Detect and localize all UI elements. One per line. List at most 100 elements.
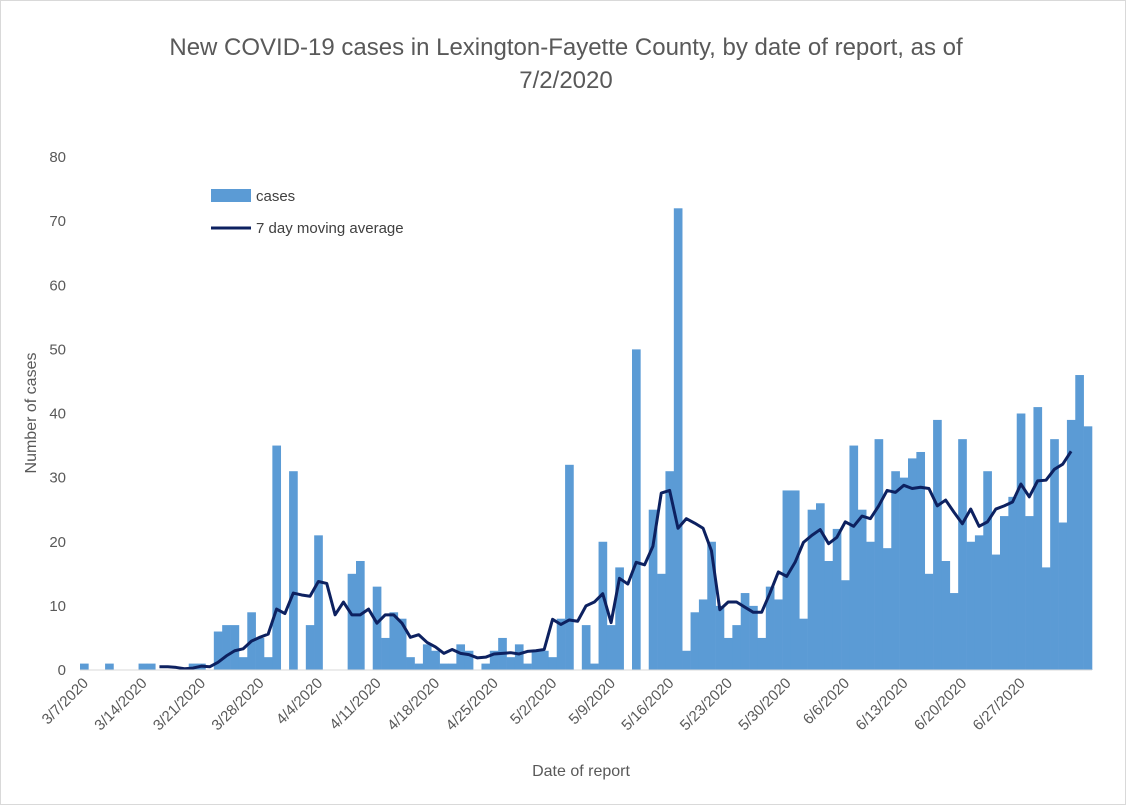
bar-cases	[774, 599, 783, 670]
bar-cases	[983, 471, 992, 670]
bar-cases	[146, 663, 156, 670]
x-axis-title: Date of report	[532, 763, 630, 780]
bar-cases	[1058, 522, 1068, 670]
bar-cases	[1000, 516, 1009, 670]
y-tick-label: 70	[49, 213, 66, 230]
bar-cases	[1016, 413, 1026, 670]
bar-cases	[314, 535, 323, 670]
bar-cases	[665, 471, 675, 670]
y-tick-label: 60	[49, 277, 66, 294]
bar-cases	[581, 625, 591, 670]
x-tick-label: 6/13/2020	[852, 675, 911, 734]
bar-cases	[615, 567, 624, 670]
moving-average-line	[159, 450, 1073, 671]
y-tick-label: 30	[49, 470, 66, 487]
bar-cases	[389, 612, 399, 670]
bar-cases	[690, 612, 700, 670]
bar-cases	[899, 477, 909, 671]
x-tick-label: 5/16/2020	[618, 675, 677, 734]
bar-cases	[598, 541, 608, 670]
bar-cases	[372, 586, 382, 670]
x-tick-label: 4/25/2020	[443, 675, 502, 734]
x-tick-label: 6/20/2020	[911, 675, 970, 734]
bar-cases	[724, 637, 733, 670]
bar-cases	[974, 535, 984, 670]
x-tick-label: 6/6/2020	[800, 675, 853, 728]
bar-cases	[757, 637, 767, 670]
legend-label-cases: cases	[256, 188, 295, 205]
x-tick-label: 4/18/2020	[384, 675, 443, 734]
bar-cases	[1066, 419, 1076, 670]
bar-cases	[230, 625, 240, 670]
x-tick-label: 6/27/2020	[970, 675, 1029, 734]
bar-cases	[908, 458, 917, 670]
bar-cases	[807, 509, 817, 670]
x-tick-label: 5/2/2020	[507, 675, 560, 728]
bar-cases	[523, 663, 532, 670]
bar-cases	[448, 663, 457, 670]
y-tick-label: 20	[49, 534, 66, 551]
y-tick-label: 80	[49, 149, 66, 166]
bar-cases	[648, 509, 658, 670]
bar-cases	[849, 445, 859, 670]
bar-cases	[866, 541, 875, 670]
legend-label-moving-average: 7 day moving average	[256, 220, 404, 237]
bar-cases	[397, 618, 407, 670]
bars-layer	[80, 208, 1093, 671]
bar-cases	[816, 503, 825, 670]
legend-swatch-cases	[211, 189, 251, 202]
bar-cases	[347, 573, 357, 670]
bar-cases	[1008, 496, 1018, 670]
bar-cases	[790, 490, 800, 670]
bar-cases	[138, 663, 148, 670]
x-tick-label: 3/21/2020	[150, 675, 209, 734]
bar-cases	[590, 663, 599, 670]
x-tick-label: 5/9/2020	[566, 675, 619, 728]
y-tick-label: 50	[49, 341, 66, 358]
bar-cases	[1083, 426, 1093, 670]
bar-cases	[732, 625, 742, 670]
bar-cases	[673, 208, 683, 671]
bar-cases	[422, 644, 432, 670]
bar-cases	[657, 573, 666, 670]
bar-cases	[406, 657, 415, 670]
bar-cases	[540, 650, 549, 670]
bar-cases	[824, 560, 834, 670]
x-tick-label: 4/11/2020	[326, 675, 384, 733]
bar-cases	[456, 644, 466, 670]
x-tick-label: 3/7/2020	[39, 675, 92, 728]
bar-cases	[238, 657, 248, 670]
x-tick-label: 5/30/2020	[735, 675, 794, 734]
bar-cases	[1041, 567, 1051, 670]
bar-cases	[715, 605, 725, 671]
bar-cases	[857, 509, 867, 670]
bar-cases	[105, 663, 114, 670]
bar-cases	[882, 548, 892, 670]
bar-cases	[933, 419, 942, 670]
bar-cases	[707, 541, 716, 670]
bar-cases	[264, 657, 273, 670]
bar-cases	[916, 451, 926, 670]
bar-cases	[740, 593, 750, 670]
x-tick-label: 5/23/2020	[677, 675, 736, 734]
bar-cases	[213, 631, 223, 670]
bar-cases	[1033, 407, 1043, 670]
bar-cases	[506, 657, 516, 670]
y-tick-label: 40	[49, 406, 66, 423]
bar-cases	[305, 625, 315, 670]
bar-cases	[80, 663, 89, 670]
x-tick-label: 3/28/2020	[208, 675, 267, 734]
y-tick-label: 10	[49, 598, 66, 615]
bar-cases	[782, 490, 792, 670]
bar-cases	[414, 663, 424, 670]
bar-cases	[1075, 375, 1084, 670]
y-axis-title: Number of cases	[23, 353, 40, 474]
x-axis: 3/7/2020 3/14/2020 3/21/2020 3/28/2020 4/4/2…	[39, 675, 1029, 734]
bar-cases	[222, 625, 231, 670]
bar-cases	[698, 599, 708, 670]
chart-title: New COVID-19 cases in Lexington-Fayette …	[169, 34, 963, 94]
bar-cases	[949, 593, 959, 670]
bar-cases	[632, 349, 641, 671]
